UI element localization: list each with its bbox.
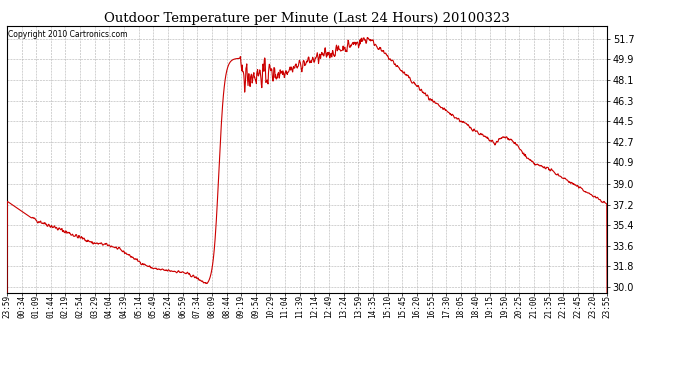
Text: Copyright 2010 Cartronics.com: Copyright 2010 Cartronics.com <box>8 30 128 39</box>
Title: Outdoor Temperature per Minute (Last 24 Hours) 20100323: Outdoor Temperature per Minute (Last 24 … <box>104 12 510 25</box>
